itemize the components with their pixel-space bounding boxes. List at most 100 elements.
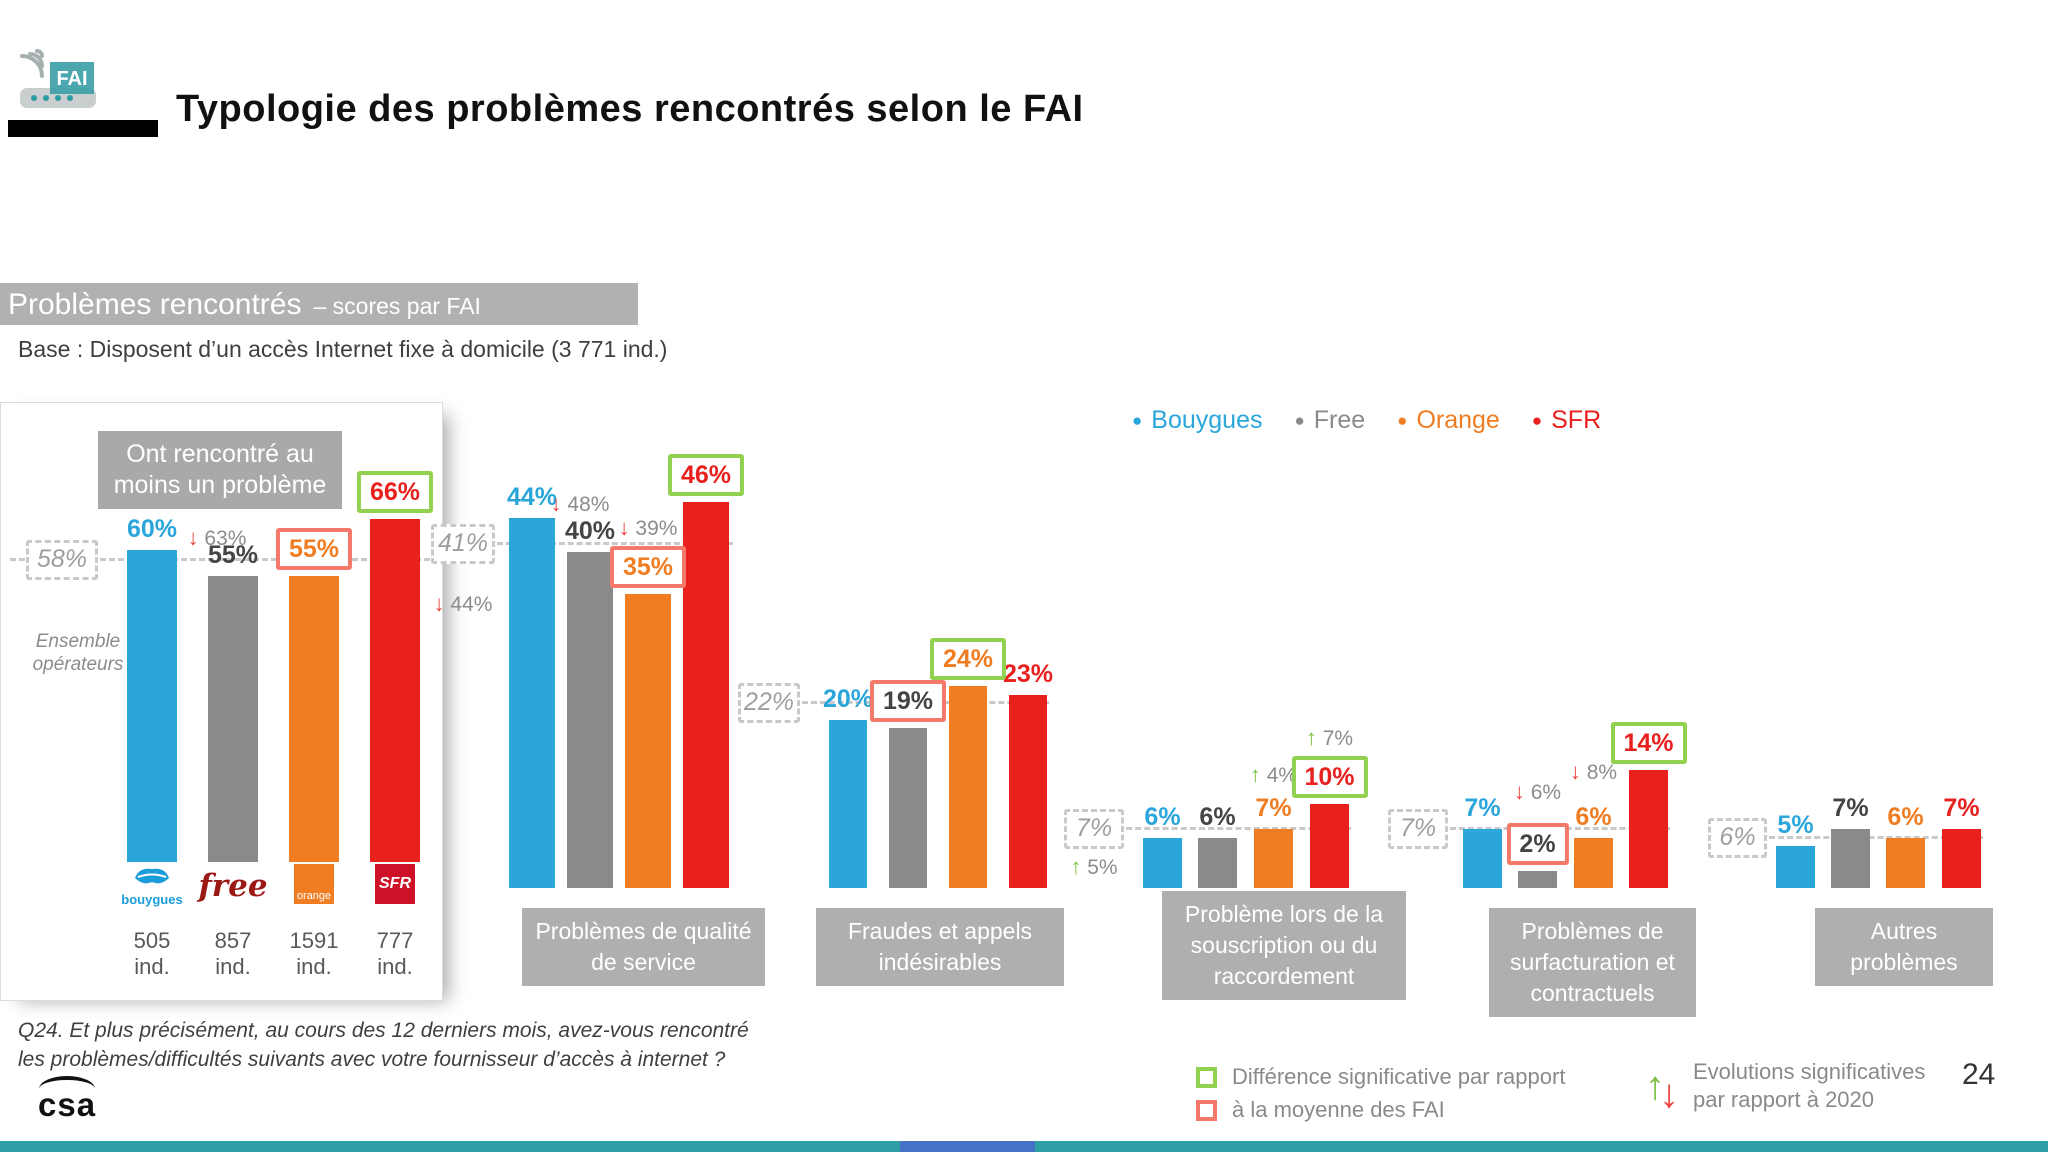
average-value-box: 58%: [26, 540, 98, 580]
legend-label: SFR: [1551, 406, 1602, 434]
average-line: [10, 558, 430, 561]
fai-router-logo: FAI: [12, 30, 130, 127]
legend-label: Orange: [1416, 406, 1500, 434]
free-logo: free: [188, 868, 278, 904]
legend-item-bouygues: ● Bouygues: [1132, 406, 1262, 435]
bar-bouygues-3: [829, 720, 867, 888]
bar-free-6: [1831, 829, 1870, 888]
group-title-box: Problèmes de surfacturation et contractu…: [1489, 908, 1696, 1017]
down-arrow-icon: ↓: [433, 591, 445, 616]
up-arrow-icon: ↑: [1305, 725, 1317, 750]
base-unit: ind.: [296, 954, 332, 979]
bar-free-5: [1518, 871, 1557, 888]
legend-item-free: ● Free: [1294, 406, 1365, 435]
base-count: 1591: [289, 928, 339, 953]
operator-base: 505 ind.: [107, 928, 197, 980]
value-label: 44%: [506, 483, 558, 511]
average-value-box: 7%: [1388, 809, 1448, 849]
base-unit: ind.: [134, 954, 170, 979]
evolution-annotation: ↓ 63%: [187, 525, 247, 551]
down-arrow-icon: ↓: [1569, 759, 1581, 784]
sfr-logo: SFR: [350, 864, 440, 904]
value-label-boxed: 24%: [929, 638, 1007, 680]
section-banner: Problèmes rencontrés – scores par FAI: [0, 283, 638, 325]
page-number: 24: [1962, 1058, 1996, 1091]
base-unit: ind.: [215, 954, 251, 979]
bar-orange-5: [1574, 838, 1613, 888]
bar-orange-6: [1886, 838, 1925, 888]
average-evolution: ↓ 44%: [433, 591, 493, 617]
bar-bouygues-1: [127, 550, 177, 862]
group-title-box: Fraudes et appels indésirables: [816, 908, 1064, 986]
significance-legend: Différence significative par rapport à l…: [1196, 1064, 1565, 1123]
evolution-annotation: ↓ 39%: [618, 515, 678, 541]
value-label-boxed: 66%: [356, 471, 434, 513]
footnote-line-1: Q24. Et plus précisément, au cours des 1…: [18, 1019, 749, 1042]
up-arrow-icon: ↑: [1070, 854, 1082, 879]
average-line: [497, 542, 733, 545]
base-count: 857: [214, 928, 252, 953]
down-arrow-icon: ↓: [1513, 779, 1525, 804]
average-value-box: 41%: [431, 524, 495, 564]
orange-logo-square: orange: [294, 864, 334, 904]
average-value-box: 22%: [738, 683, 800, 723]
down-arrow-icon: ↓: [550, 491, 562, 516]
bottom-strip: [1035, 1141, 2048, 1152]
question-footnote: Q24. Et plus précisément, au cours des 1…: [18, 1016, 749, 1074]
value-label-boxed: 2%: [1506, 823, 1569, 865]
value-label: 6%: [1144, 803, 1181, 831]
average-value-box: 7%: [1064, 809, 1124, 849]
bar-sfr-5: [1629, 770, 1668, 888]
legend-item-sfr: ● SFR: [1532, 406, 1601, 435]
legend-bullet-icon: ●: [1294, 410, 1305, 430]
evolution-legend-line-2: par rapport à 2020: [1693, 1087, 1875, 1112]
group-title-box: Ont rencontré au moins un problème: [98, 431, 342, 509]
average-value-box: 6%: [1708, 818, 1767, 858]
bar-bouygues-2: [509, 518, 555, 888]
value-label-boxed: 46%: [667, 454, 745, 496]
green-significance-square-icon: [1196, 1066, 1217, 1088]
bar-bouygues-6: [1776, 846, 1815, 888]
bottom-strip: [0, 1141, 900, 1152]
fai-badge: [50, 62, 94, 94]
average-caption: Ensemble opérateurs: [32, 631, 124, 675]
average-line: [1769, 836, 1983, 839]
operator-base: 857 ind.: [188, 928, 278, 980]
footnote-line-2: les problèmes/difficultés suivants avec …: [18, 1048, 726, 1071]
bar-sfr-1: [370, 519, 420, 862]
group-title-box: Autres problèmes: [1815, 908, 1993, 986]
down-arrow-icon: ↓: [618, 515, 630, 540]
section-banner-subtitle: – scores par FAI: [313, 293, 481, 319]
value-label-boxed: 55%: [275, 528, 353, 570]
orange-logo: orange: [269, 864, 359, 904]
value-label: 60%: [126, 515, 178, 543]
base-count: 777: [376, 928, 414, 953]
bar-bouygues-5: [1463, 829, 1502, 888]
bar-sfr-6: [1942, 829, 1981, 888]
bar-orange-2: [625, 594, 671, 888]
value-label: 7%: [1943, 794, 1980, 822]
base-count: 505: [133, 928, 171, 953]
sfr-logo-text: SFR: [379, 875, 411, 892]
free-logo-text: free: [198, 868, 268, 904]
csa-logo: csa: [38, 1076, 96, 1121]
value-label-boxed: 14%: [1610, 722, 1687, 764]
section-banner-title: Problèmes rencontrés: [8, 288, 302, 321]
operator-base: 1591 ind.: [269, 928, 359, 980]
value-label: 6%: [1575, 803, 1612, 831]
value-label: 7%: [1464, 794, 1501, 822]
value-label-boxed: 35%: [609, 546, 687, 588]
evolution-annotation: ↑ 4%: [1249, 762, 1298, 788]
value-label: 23%: [1002, 660, 1054, 688]
value-label: 40%: [564, 517, 616, 545]
bar-free-2: [567, 552, 613, 888]
value-label: 7%: [1255, 794, 1292, 822]
value-label: 6%: [1887, 803, 1924, 831]
legend-bullet-icon: ●: [1531, 410, 1543, 430]
bar-free-4: [1198, 838, 1237, 888]
bar-sfr-4: [1310, 804, 1349, 888]
bouygues-logo-icon: [135, 868, 169, 884]
orange-logo-text: orange: [296, 890, 332, 902]
title-accent-bar: [8, 120, 158, 137]
